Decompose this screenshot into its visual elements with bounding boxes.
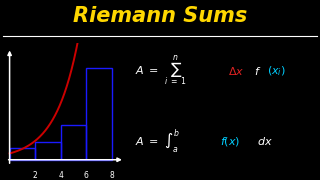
Text: $dx$: $dx$ [257,136,273,147]
Text: $f$: $f$ [254,65,261,77]
Text: $f(x)$: $f(x)$ [220,135,241,148]
Text: $A\ =\ \sum_{i\ =\ 1}^{n}$: $A\ =\ \sum_{i\ =\ 1}^{n}$ [135,54,187,88]
Text: 6: 6 [84,171,89,180]
Text: Riemann Sums: Riemann Sums [73,6,247,26]
Bar [35,142,61,160]
Text: $(x_i)$: $(x_i)$ [267,64,285,78]
Text: 8: 8 [110,171,114,180]
Bar [10,148,35,160]
Text: 4: 4 [58,171,63,180]
Bar [86,68,112,160]
Text: 2: 2 [33,171,37,180]
Text: $\Delta x$: $\Delta x$ [228,65,244,77]
Text: $A\ =\ \int_{a}^{b}$: $A\ =\ \int_{a}^{b}$ [135,127,180,156]
Bar [61,125,86,160]
